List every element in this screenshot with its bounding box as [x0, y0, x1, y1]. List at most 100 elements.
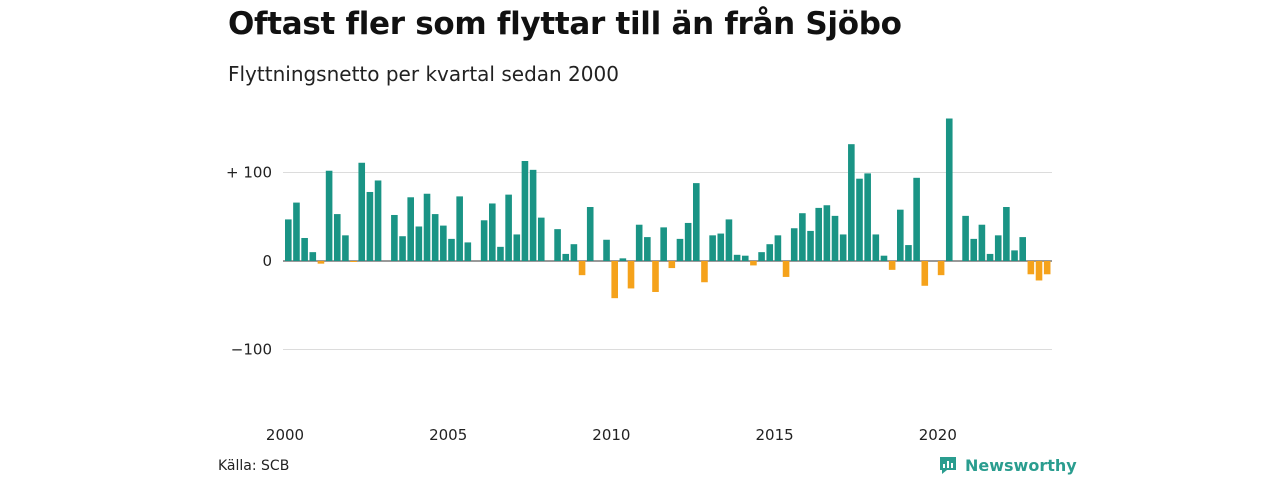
- bar: [872, 234, 880, 261]
- bar: [374, 180, 382, 261]
- bar: [480, 220, 488, 261]
- bar: [766, 244, 774, 262]
- bar: [717, 233, 725, 261]
- bar: [880, 255, 888, 261]
- y-tick-label: + 100: [226, 164, 272, 182]
- source-note: Källa: SCB: [218, 458, 290, 474]
- bar: [684, 222, 692, 261]
- bar: [970, 238, 978, 262]
- bar: [986, 253, 994, 261]
- bar: [586, 207, 594, 261]
- bar: [864, 173, 871, 261]
- bar: [831, 215, 839, 261]
- bar: [317, 261, 325, 264]
- bar: [431, 214, 439, 261]
- bar: [823, 205, 831, 262]
- bar: [774, 235, 782, 261]
- chart-title: Oftast fler som flyttar till än från Sjö…: [228, 6, 902, 42]
- bar: [440, 225, 447, 261]
- bar: [644, 237, 651, 261]
- bar: [807, 230, 814, 261]
- bars: [285, 118, 1051, 299]
- bar: [423, 193, 431, 261]
- bar: [391, 214, 398, 261]
- bar: [415, 226, 423, 262]
- bar: [676, 238, 684, 262]
- bar: [1027, 261, 1035, 275]
- bar: [562, 253, 570, 261]
- bar: [782, 261, 790, 277]
- bar: [978, 224, 986, 262]
- bar: [668, 261, 676, 269]
- bar: [342, 235, 349, 261]
- bar: [448, 238, 455, 262]
- bar: [758, 252, 765, 261]
- bar: [799, 213, 806, 261]
- bar: [1003, 207, 1010, 261]
- bar: [635, 224, 643, 262]
- bar: [366, 191, 374, 261]
- bar: [693, 183, 700, 261]
- bar: [815, 207, 822, 261]
- bar: [937, 261, 945, 276]
- bar: [570, 244, 578, 262]
- bar: [660, 227, 667, 261]
- bar: [407, 197, 414, 261]
- x-tick-label: 2010: [592, 426, 630, 444]
- bar: [897, 209, 904, 261]
- bar: [399, 236, 406, 261]
- bar: [856, 178, 863, 261]
- bar: [750, 261, 757, 266]
- bar: [913, 177, 920, 261]
- bar: [333, 214, 341, 261]
- bar: [513, 234, 521, 261]
- x-tick-label: 2005: [429, 426, 467, 444]
- bar: [301, 237, 308, 261]
- newsworthy-logo-text: Newsworthy: [965, 455, 1077, 475]
- y-tick-label: 0: [262, 252, 272, 270]
- bar: [603, 239, 610, 261]
- y-tick-label: −100: [231, 341, 272, 359]
- bar: [497, 246, 504, 261]
- bar: [1035, 261, 1043, 281]
- bar: [994, 235, 1002, 261]
- bar: [741, 255, 749, 261]
- newsworthy-logo-icon: [940, 457, 956, 474]
- bar: [309, 252, 317, 261]
- bar: [505, 194, 512, 262]
- bar: [848, 144, 855, 261]
- bar: [945, 118, 953, 261]
- bar: [888, 261, 896, 270]
- bar: [921, 261, 929, 286]
- bar: [1043, 261, 1051, 275]
- bar: [529, 169, 537, 261]
- bar: [554, 229, 561, 261]
- bar: [537, 217, 545, 261]
- bar: [350, 261, 357, 262]
- bar: [293, 202, 300, 261]
- bar: [627, 261, 635, 289]
- chart-subtitle: Flyttningsnetto per kvartal sedan 2000: [228, 62, 619, 86]
- bar: [578, 261, 586, 276]
- bar: [1011, 250, 1018, 261]
- bar: [619, 258, 627, 262]
- bar: [725, 219, 733, 261]
- bar: [1019, 237, 1026, 261]
- x-tick-label: 2020: [919, 426, 957, 444]
- bar: [285, 219, 292, 261]
- x-tick-label: 2000: [266, 426, 304, 444]
- bar: [652, 261, 659, 292]
- bar: [733, 254, 741, 262]
- bar: [464, 242, 472, 261]
- bar: [358, 162, 366, 261]
- bar: [611, 261, 618, 299]
- bar: [839, 234, 847, 261]
- bar: [905, 245, 912, 261]
- x-tick-label: 2015: [756, 426, 794, 444]
- bar: [325, 170, 333, 261]
- bar: [489, 203, 496, 261]
- bar: [456, 196, 463, 261]
- axis-labels: + 100 0 −100 2000 2005 2010 2015 2020: [226, 164, 957, 445]
- bar: [709, 235, 716, 261]
